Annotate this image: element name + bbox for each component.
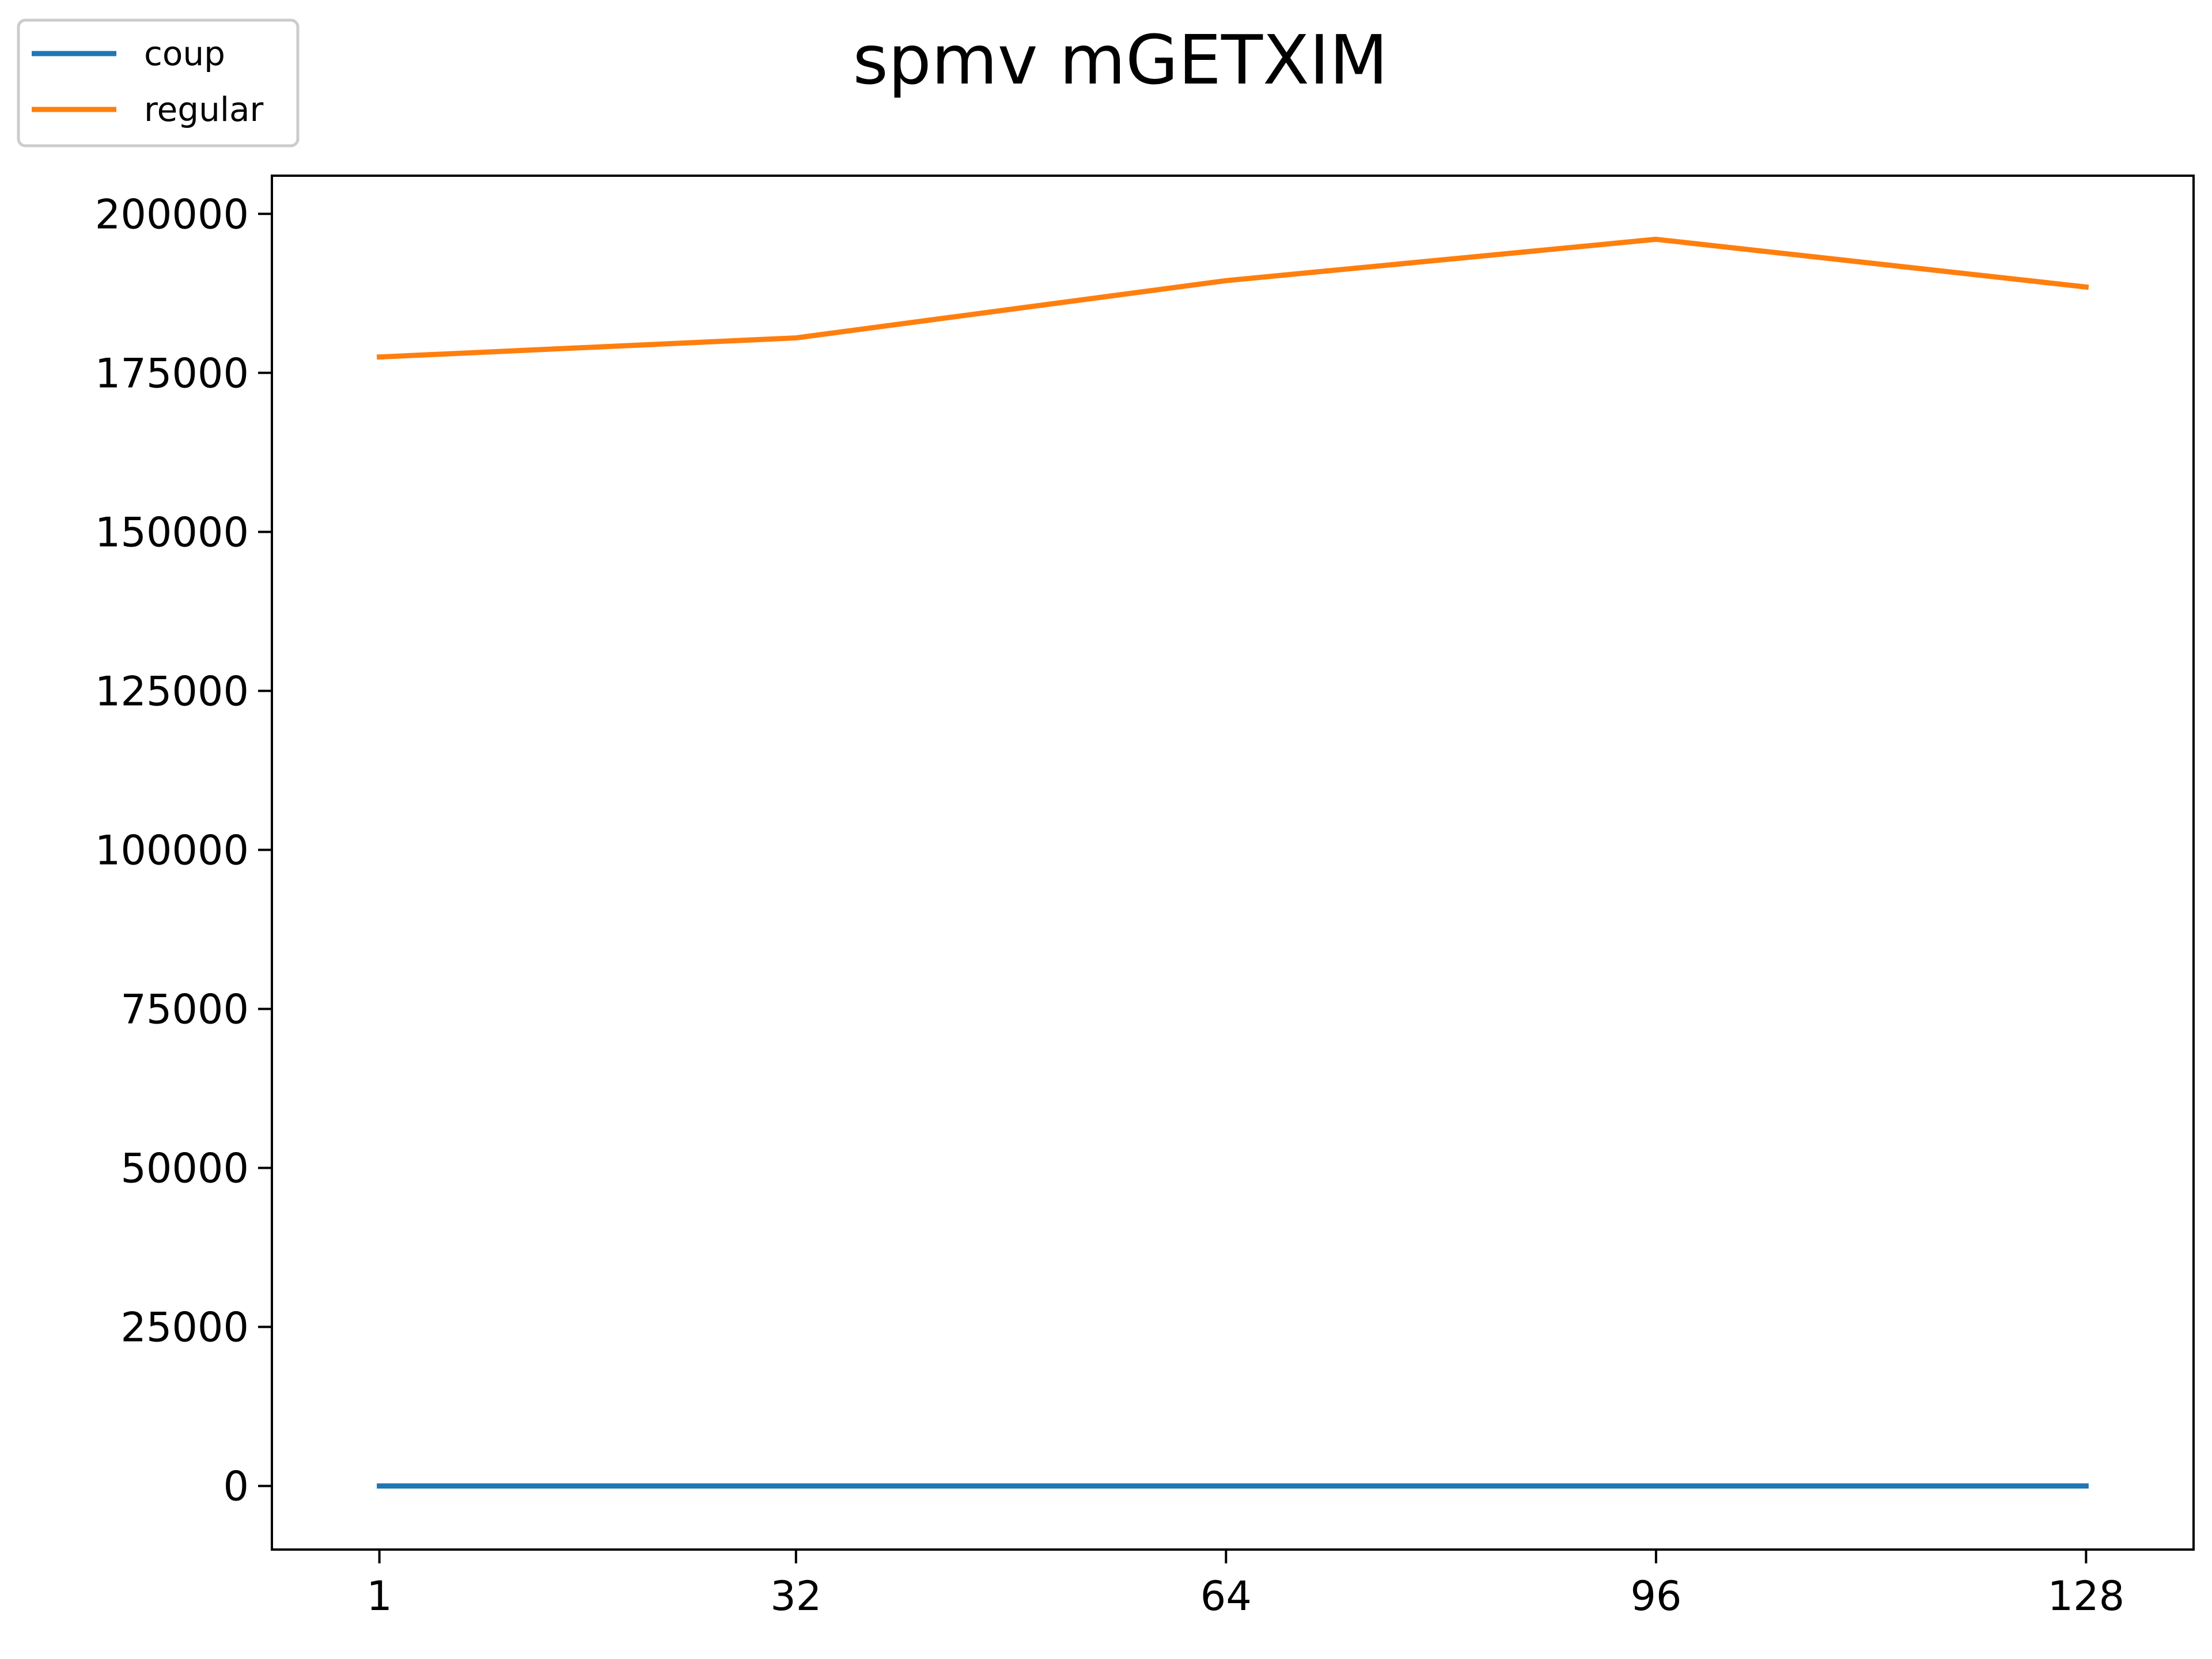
x-tick-label: 96 — [1630, 1573, 1681, 1620]
series-layer — [376, 236, 2089, 1489]
y-tick-label: 25000 — [120, 1304, 249, 1351]
chart-title: spmv mGETXIM — [853, 20, 1388, 100]
legend-label-regular: regular — [144, 90, 263, 129]
x-axis: 1 32 64 96 128 — [366, 1550, 2124, 1620]
y-tick-label: 50000 — [120, 1145, 249, 1192]
legend: coup regular — [17, 18, 300, 147]
y-tick-label: 150000 — [95, 509, 249, 556]
x-tick-label: 32 — [770, 1573, 821, 1620]
x-tick-label: 128 — [2048, 1573, 2125, 1620]
axes-frame — [271, 175, 2195, 1551]
y-tick-label: 125000 — [95, 668, 249, 715]
y-tick-label: 0 — [223, 1463, 249, 1510]
series-line-regular — [376, 236, 2089, 360]
y-axis: 0 25000 50000 75000 100000 125000 150000 175000… — [95, 191, 272, 1510]
y-tick-label: 100000 — [95, 827, 249, 874]
y-tick-label: 175000 — [95, 350, 249, 397]
x-tick-label: 1 — [366, 1573, 392, 1620]
legend-label-coup: coup — [144, 34, 225, 73]
x-tick-label: 64 — [1200, 1573, 1252, 1620]
y-tick-label: 75000 — [120, 986, 249, 1033]
y-tick-label: 200000 — [95, 191, 249, 238]
